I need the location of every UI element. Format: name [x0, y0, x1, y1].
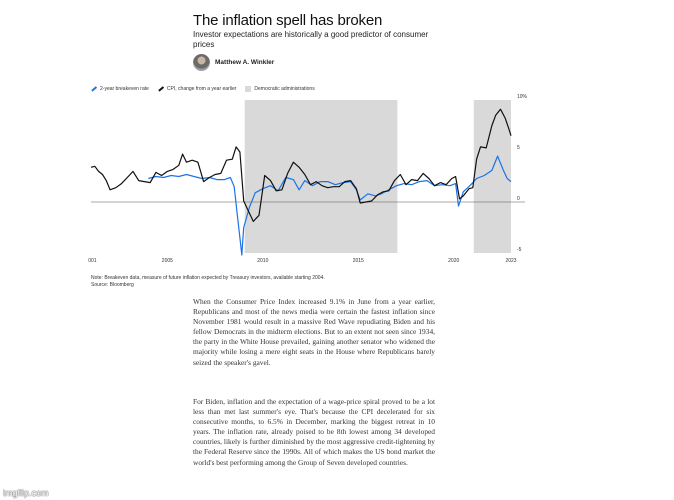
line-chart: -5 0 5 10% 2001 2005 2010 2015 2020 2023 [88, 94, 528, 264]
legend-item-cpi: CPI, change from a year earlier [158, 86, 236, 92]
chart-subtitle: Investor expectations are historically a… [193, 30, 429, 49]
x-tick-label: 2010 [257, 258, 268, 264]
author-name: Matthew A. Winkler [215, 59, 275, 66]
series-line-breakeven [148, 155, 512, 256]
legend-label-breakeven: 2-year breakeven rate [100, 86, 149, 92]
chart-source: Source: Bloomberg [91, 282, 134, 288]
legend-label-cpi: CPI, change from a year earlier [166, 86, 237, 92]
x-tick-label: 2001 [88, 258, 97, 264]
chart-note: Note: Breakeven data, measure of future … [91, 275, 325, 281]
article-paragraph-2: For Biden, inflation and the expectation… [193, 397, 435, 467]
democratic-shade-0 [244, 100, 398, 253]
y-tick-label: 10% [517, 94, 528, 100]
avatar [193, 54, 210, 71]
article-paragraph-1: When the Consumer Price Index increased … [193, 297, 435, 367]
chart-notes: Note: Breakeven data, measure of future … [91, 275, 325, 289]
chart-title: The inflation spell has broken [193, 12, 383, 29]
y-tick-label: -5 [517, 247, 522, 253]
x-tick-label: 2020 [448, 258, 459, 264]
x-tick-label: 2015 [353, 258, 364, 264]
byline: Matthew A. Winkler [193, 54, 274, 71]
legend-item-breakeven: 2-year breakeven rate [91, 86, 149, 92]
y-tick-label: 5 [517, 145, 520, 151]
legend-label-democratic: Democratic administrations [254, 86, 315, 92]
y-tick-label: 0 [517, 196, 520, 202]
x-tick-label: 2005 [162, 258, 173, 264]
x-tick-label: 2023 [505, 258, 516, 264]
chart-legend: 2-year breakeven rate CPI, change from a… [91, 86, 315, 92]
legend-item-democratic: Democratic administrations [245, 86, 315, 92]
watermark: imgflip.com [3, 488, 49, 498]
series-line-cpi [90, 108, 512, 222]
legend-swatch-democratic [245, 86, 252, 92]
